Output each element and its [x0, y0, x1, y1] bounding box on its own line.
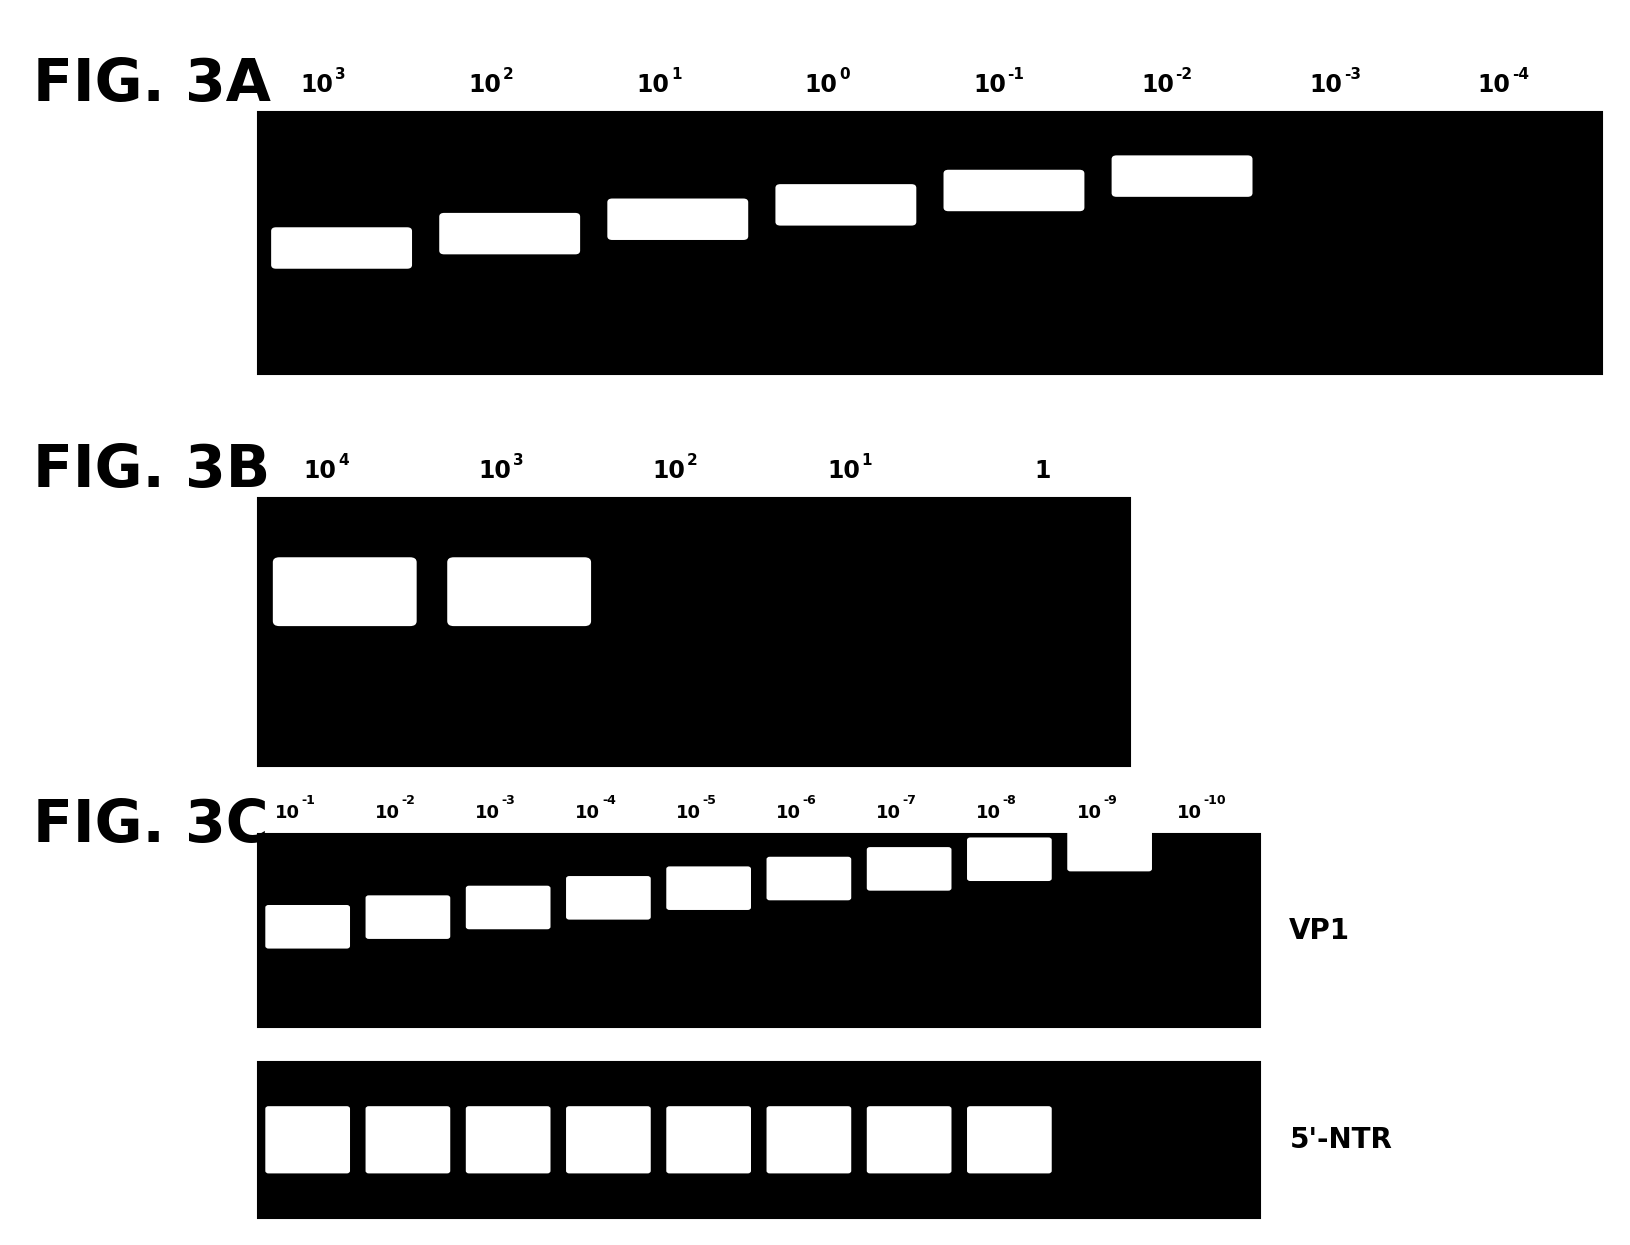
- FancyBboxPatch shape: [867, 847, 952, 890]
- Text: 10: 10: [300, 73, 334, 97]
- FancyBboxPatch shape: [266, 1106, 350, 1173]
- Text: -4: -4: [1511, 67, 1529, 82]
- FancyBboxPatch shape: [271, 228, 412, 269]
- Text: FIG. 3B: FIG. 3B: [33, 442, 271, 499]
- Text: 10: 10: [675, 804, 701, 822]
- Text: 10: 10: [805, 73, 838, 97]
- FancyBboxPatch shape: [447, 558, 592, 626]
- Text: 1: 1: [672, 67, 681, 82]
- Text: 10: 10: [1309, 73, 1341, 97]
- Text: 10: 10: [1076, 804, 1102, 822]
- FancyBboxPatch shape: [1112, 156, 1252, 197]
- Text: 10: 10: [274, 804, 300, 822]
- Text: -2: -2: [1175, 67, 1193, 82]
- Text: 10: 10: [478, 459, 512, 483]
- Text: 1: 1: [1033, 459, 1051, 483]
- FancyBboxPatch shape: [1068, 828, 1152, 872]
- FancyBboxPatch shape: [967, 1106, 1051, 1173]
- Text: -4: -4: [601, 794, 616, 807]
- FancyBboxPatch shape: [667, 1106, 751, 1173]
- Text: 10: 10: [637, 73, 670, 97]
- Text: -3: -3: [1343, 67, 1361, 82]
- Bar: [258, 1062, 1260, 1218]
- Text: -1: -1: [1007, 67, 1024, 82]
- FancyBboxPatch shape: [365, 895, 450, 939]
- FancyBboxPatch shape: [466, 1106, 551, 1173]
- Text: FIG. 3A: FIG. 3A: [33, 56, 271, 113]
- FancyBboxPatch shape: [438, 213, 580, 254]
- Text: 3: 3: [336, 67, 346, 82]
- Text: -8: -8: [1002, 794, 1017, 807]
- Bar: [258, 834, 1260, 1027]
- Text: -9: -9: [1104, 794, 1117, 807]
- FancyBboxPatch shape: [867, 1106, 952, 1173]
- Bar: [258, 112, 1602, 374]
- Bar: [258, 498, 1130, 766]
- Text: 10: 10: [976, 804, 1001, 822]
- Text: -1: -1: [302, 794, 315, 807]
- Text: 10: 10: [973, 73, 1006, 97]
- Text: 10: 10: [1177, 804, 1201, 822]
- FancyBboxPatch shape: [466, 885, 551, 929]
- FancyBboxPatch shape: [365, 1106, 450, 1173]
- Text: 10: 10: [826, 459, 861, 483]
- Text: 10: 10: [303, 459, 337, 483]
- Text: 2: 2: [504, 67, 513, 82]
- FancyBboxPatch shape: [766, 857, 851, 900]
- Text: 10: 10: [875, 804, 901, 822]
- Text: 2: 2: [688, 453, 698, 468]
- Text: 1: 1: [862, 453, 872, 468]
- Text: 4: 4: [339, 453, 349, 468]
- Text: 10: 10: [1141, 73, 1174, 97]
- Text: VP1: VP1: [1289, 916, 1350, 945]
- FancyBboxPatch shape: [272, 558, 417, 626]
- Text: -10: -10: [1203, 794, 1226, 807]
- FancyBboxPatch shape: [608, 198, 748, 240]
- Text: 10: 10: [575, 804, 600, 822]
- Text: FIG. 3C: FIG. 3C: [33, 797, 267, 854]
- Text: 5'-NTR: 5'-NTR: [1289, 1125, 1392, 1154]
- Text: -7: -7: [903, 794, 916, 807]
- FancyBboxPatch shape: [766, 1106, 851, 1173]
- Text: -6: -6: [802, 794, 817, 807]
- FancyBboxPatch shape: [967, 838, 1051, 881]
- Text: -2: -2: [401, 794, 416, 807]
- FancyBboxPatch shape: [266, 905, 350, 949]
- Text: 3: 3: [512, 453, 523, 468]
- Text: -5: -5: [703, 794, 716, 807]
- Text: 10: 10: [1477, 73, 1509, 97]
- Text: -3: -3: [502, 794, 515, 807]
- Text: 10: 10: [474, 804, 500, 822]
- FancyBboxPatch shape: [566, 1106, 650, 1173]
- Text: 10: 10: [375, 804, 399, 822]
- Text: 10: 10: [776, 804, 800, 822]
- Text: 0: 0: [839, 67, 849, 82]
- FancyBboxPatch shape: [566, 876, 650, 920]
- Text: 10: 10: [652, 459, 685, 483]
- FancyBboxPatch shape: [776, 184, 916, 225]
- Text: 10: 10: [469, 73, 502, 97]
- FancyBboxPatch shape: [667, 867, 751, 910]
- FancyBboxPatch shape: [944, 169, 1084, 212]
